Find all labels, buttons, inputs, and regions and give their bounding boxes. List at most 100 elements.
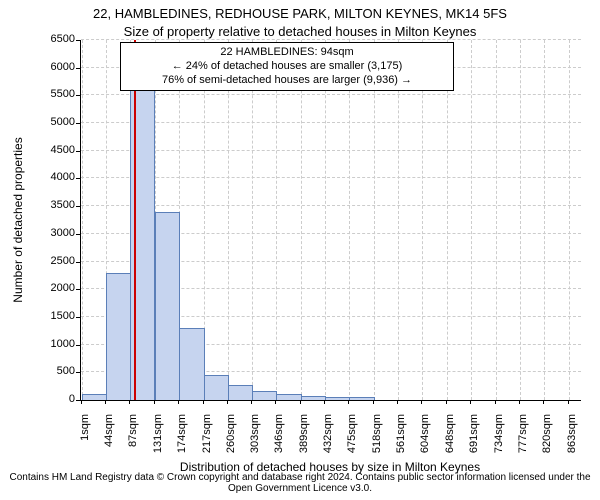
y-tick-mark bbox=[76, 400, 80, 401]
gridline-vertical bbox=[82, 40, 83, 400]
gridline-vertical bbox=[252, 40, 253, 400]
y-tick-mark bbox=[76, 123, 80, 124]
histogram-bar bbox=[252, 391, 277, 400]
gridline-vertical bbox=[422, 40, 423, 400]
gridline-vertical bbox=[228, 40, 229, 400]
gridline-horizontal bbox=[81, 150, 581, 151]
y-tick-mark bbox=[76, 262, 80, 263]
x-tick-mark bbox=[105, 400, 106, 404]
x-tick-label: 44sqm bbox=[103, 414, 115, 474]
x-tick-mark bbox=[154, 400, 155, 404]
y-tick-mark bbox=[76, 40, 80, 41]
x-tick-label: 777sqm bbox=[517, 414, 529, 474]
gridline-vertical bbox=[301, 40, 302, 400]
x-tick-label: 432sqm bbox=[322, 414, 334, 474]
x-tick-label: 475sqm bbox=[346, 414, 358, 474]
y-tick-label: 3500 bbox=[15, 199, 75, 211]
histogram-bar bbox=[276, 394, 301, 400]
gridline-vertical bbox=[447, 40, 448, 400]
x-tick-label: 1sqm bbox=[79, 414, 91, 474]
histogram-bar bbox=[179, 328, 204, 400]
gridline-vertical bbox=[569, 40, 570, 400]
x-tick-label: 863sqm bbox=[566, 414, 578, 474]
x-tick-label: 217sqm bbox=[201, 414, 213, 474]
x-tick-mark bbox=[495, 400, 496, 404]
annotation-line1: 22 HAMBLEDINES: 94sqm bbox=[127, 46, 447, 60]
histogram-bar bbox=[349, 397, 374, 400]
y-tick-label: 5000 bbox=[15, 116, 75, 128]
y-tick-label: 6500 bbox=[15, 33, 75, 45]
x-tick-label: 734sqm bbox=[493, 414, 505, 474]
x-tick-mark bbox=[568, 400, 569, 404]
x-tick-label: 389sqm bbox=[298, 414, 310, 474]
y-tick-mark bbox=[76, 289, 80, 290]
x-tick-mark bbox=[470, 400, 471, 404]
y-tick-label: 5500 bbox=[15, 88, 75, 100]
y-tick-label: 1500 bbox=[15, 310, 75, 322]
histogram-bar bbox=[82, 394, 107, 400]
gridline-vertical bbox=[374, 40, 375, 400]
x-tick-label: 604sqm bbox=[419, 414, 431, 474]
y-tick-label: 4000 bbox=[15, 171, 75, 183]
y-tick-mark bbox=[76, 206, 80, 207]
gridline-horizontal bbox=[81, 205, 581, 206]
gridline-vertical bbox=[496, 40, 497, 400]
gridline-vertical bbox=[276, 40, 277, 400]
y-tick-mark bbox=[76, 68, 80, 69]
annotation-box: 22 HAMBLEDINES: 94sqm ← 24% of detached … bbox=[120, 42, 454, 91]
histogram-bar bbox=[228, 385, 253, 400]
y-tick-mark bbox=[76, 234, 80, 235]
x-tick-label: 518sqm bbox=[371, 414, 383, 474]
chart-title-line2: Size of property relative to detached ho… bbox=[0, 24, 600, 39]
gridline-horizontal bbox=[81, 39, 581, 40]
x-tick-mark bbox=[129, 400, 130, 404]
x-tick-label: 303sqm bbox=[249, 414, 261, 474]
x-tick-mark bbox=[324, 400, 325, 404]
y-tick-label: 1000 bbox=[15, 338, 75, 350]
histogram-bar bbox=[325, 397, 350, 400]
y-tick-mark bbox=[76, 178, 80, 179]
gridline-vertical bbox=[520, 40, 521, 400]
histogram-bar bbox=[301, 396, 326, 400]
gridline-horizontal bbox=[81, 177, 581, 178]
x-tick-mark bbox=[519, 400, 520, 404]
histogram-bar bbox=[204, 375, 229, 400]
y-tick-label: 3000 bbox=[15, 227, 75, 239]
credit-text: Contains HM Land Registry data © Crown c… bbox=[0, 472, 600, 494]
x-tick-label: 131sqm bbox=[152, 414, 164, 474]
chart-container: 22, HAMBLEDINES, REDHOUSE PARK, MILTON K… bbox=[0, 0, 600, 500]
gridline-vertical bbox=[471, 40, 472, 400]
annotation-line3: 76% of semi-detached houses are larger (… bbox=[127, 74, 447, 88]
x-tick-mark bbox=[81, 400, 82, 404]
x-tick-label: 820sqm bbox=[541, 414, 553, 474]
gridline-vertical bbox=[349, 40, 350, 400]
x-tick-mark bbox=[178, 400, 179, 404]
histogram-bar bbox=[106, 273, 131, 400]
gridline-vertical bbox=[325, 40, 326, 400]
x-tick-label: 174sqm bbox=[176, 414, 188, 474]
y-tick-label: 2000 bbox=[15, 282, 75, 294]
annotation-line2: ← 24% of detached houses are smaller (3,… bbox=[127, 60, 447, 74]
x-tick-mark bbox=[446, 400, 447, 404]
x-tick-mark bbox=[421, 400, 422, 404]
x-tick-label: 561sqm bbox=[395, 414, 407, 474]
x-tick-mark bbox=[373, 400, 374, 404]
x-tick-mark bbox=[251, 400, 252, 404]
x-tick-mark bbox=[203, 400, 204, 404]
chart-title-line1: 22, HAMBLEDINES, REDHOUSE PARK, MILTON K… bbox=[0, 6, 600, 21]
y-tick-label: 4500 bbox=[15, 144, 75, 156]
x-tick-mark bbox=[397, 400, 398, 404]
y-tick-mark bbox=[76, 95, 80, 96]
gridline-horizontal bbox=[81, 122, 581, 123]
y-tick-label: 0 bbox=[15, 393, 75, 405]
x-tick-label: 346sqm bbox=[273, 414, 285, 474]
x-tick-mark bbox=[300, 400, 301, 404]
y-tick-mark bbox=[76, 151, 80, 152]
gridline-vertical bbox=[398, 40, 399, 400]
x-tick-label: 691sqm bbox=[468, 414, 480, 474]
property-marker-line bbox=[134, 40, 136, 400]
y-tick-mark bbox=[76, 372, 80, 373]
y-axis-label: Number of detached properties bbox=[11, 137, 25, 302]
y-tick-label: 6000 bbox=[15, 61, 75, 73]
x-tick-label: 648sqm bbox=[444, 414, 456, 474]
